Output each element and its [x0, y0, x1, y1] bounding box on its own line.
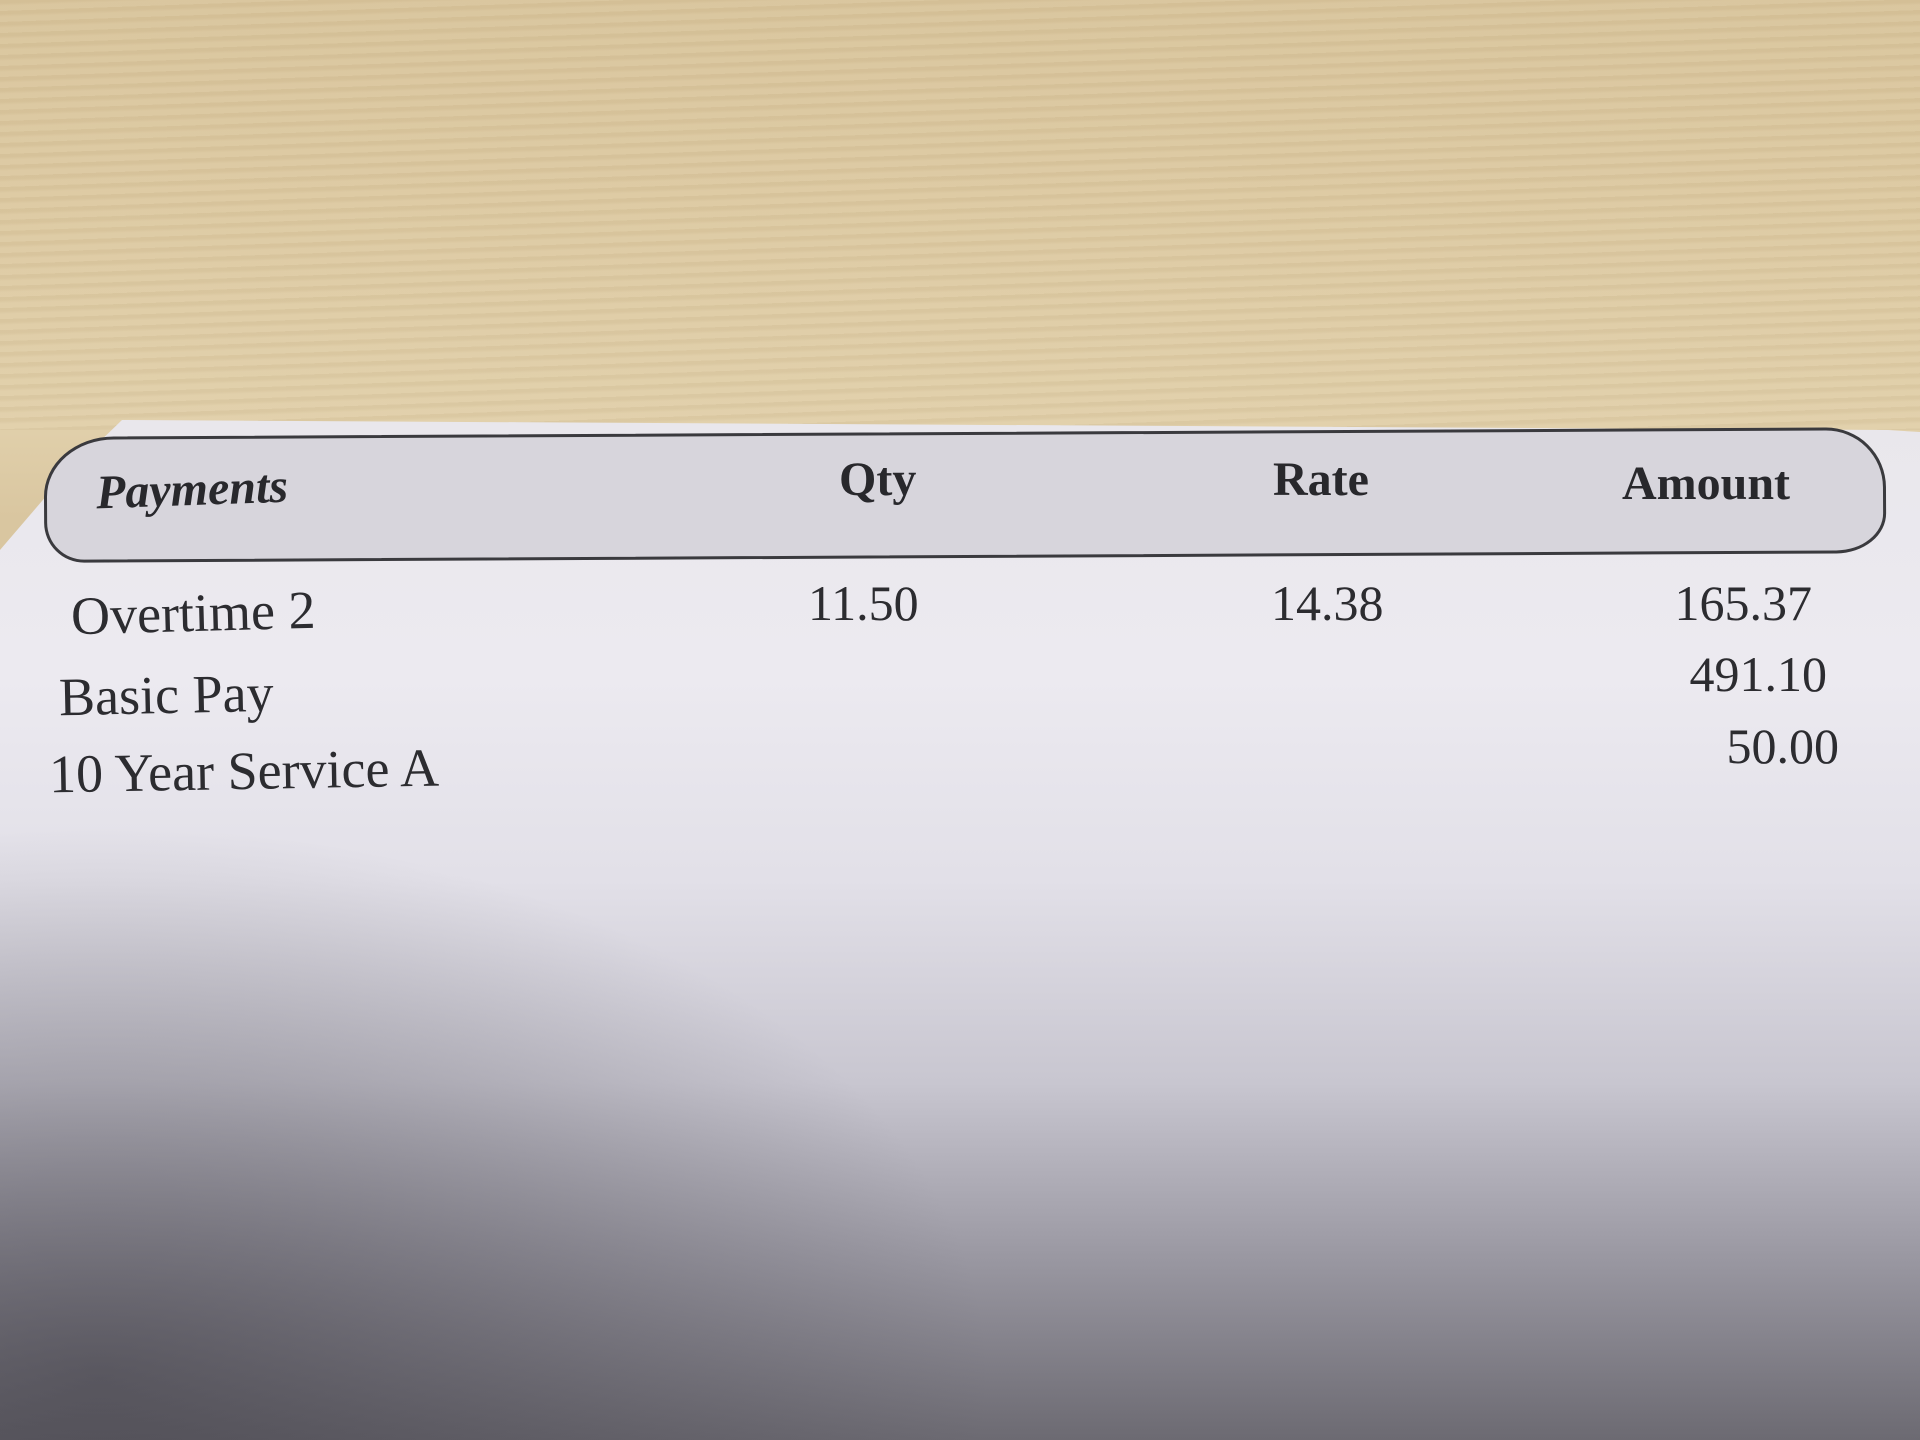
header-payments: Payments [95, 459, 289, 520]
payment-name: Basic Pay [58, 662, 275, 728]
qty-value: 11.50 [808, 575, 919, 631]
desk-background [0, 0, 1920, 430]
amount-value: 50.00 [1726, 718, 1840, 774]
amount-value: 165.37 [1674, 575, 1813, 631]
header-qty: Qty [839, 453, 917, 506]
table-header [43, 427, 1887, 563]
payment-name: 10 Year Service A [48, 737, 440, 805]
amount-value: 491.10 [1689, 646, 1828, 702]
rate-value: 14.38 [1271, 575, 1384, 631]
header-rate: Rate [1273, 453, 1369, 506]
header-amount: Amount [1622, 457, 1791, 510]
shadow [0, 820, 1000, 1440]
payment-name: Overtime 2 [70, 579, 317, 647]
